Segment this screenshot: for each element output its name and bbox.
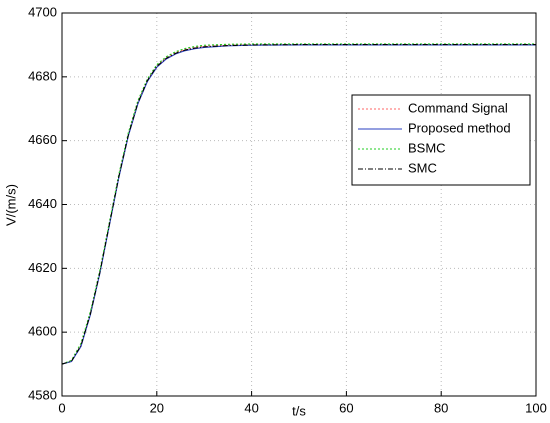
- legend-label: SMC: [408, 160, 437, 175]
- y-tick-label: 4700: [28, 4, 57, 19]
- legend-label: BSMC: [408, 140, 446, 155]
- x-tick-label: 80: [434, 400, 448, 415]
- legend-label: Command Signal: [408, 100, 508, 115]
- y-axis-label: V/(m/s): [3, 184, 18, 226]
- legend-label: Proposed method: [408, 120, 511, 135]
- x-tick-label: 100: [525, 400, 547, 415]
- x-tick-label: 60: [339, 400, 353, 415]
- plot-frame: [61, 12, 537, 397]
- y-tick-label: 4580: [28, 387, 57, 402]
- data-line: [61, 43, 536, 365]
- y-tick-label: 4620: [28, 260, 57, 275]
- y-tick-label: 4660: [28, 132, 57, 147]
- x-axis-label: t/s: [292, 403, 306, 418]
- x-tick-label: 0: [58, 400, 65, 415]
- y-tick-label: 4640: [28, 196, 57, 211]
- x-tick-label: 20: [150, 400, 164, 415]
- x-tick-label: 40: [244, 400, 258, 415]
- y-tick-label: 4600: [28, 324, 57, 339]
- y-tick-label: 4680: [28, 68, 57, 83]
- data-line: [61, 44, 536, 365]
- legend-box: [351, 94, 531, 186]
